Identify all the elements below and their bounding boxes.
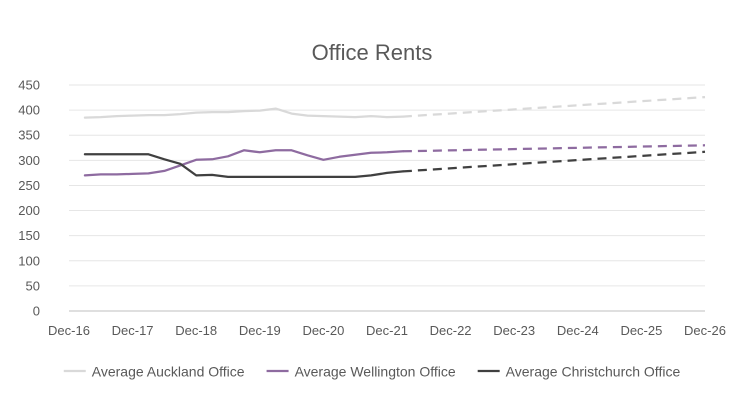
y-tick-label: 200	[18, 203, 40, 218]
y-tick-label: 100	[18, 253, 40, 268]
x-tick-label: Dec-21	[366, 323, 408, 338]
forecast-series-line	[402, 144, 706, 153]
legend-item: Average Auckland Office	[63, 364, 245, 380]
x-axis: Dec-16 Dec-17 Dec-18 Dec-19 Dec-20 Dec-21 Dec-…	[48, 323, 726, 338]
plot-area	[83, 95, 706, 179]
legend-label: Average Auckland Office	[92, 364, 245, 380]
x-tick-label: Dec-26	[684, 323, 726, 338]
series-line	[83, 149, 405, 177]
x-tick-label: Dec-23	[493, 323, 535, 338]
y-tick-label: 450	[18, 78, 40, 93]
y-tick-label: 250	[18, 178, 40, 193]
x-tick-label: Dec-19	[239, 323, 281, 338]
y-axis: 0 50 100 150 200 250 300 350 400 450	[18, 78, 40, 319]
legend: Average Auckland Office Average Wellingto…	[63, 364, 681, 380]
forecast-series-line	[402, 95, 706, 118]
legend-item: Average Christchurch Office	[477, 364, 681, 380]
legend-label: Average Wellington Office	[295, 364, 456, 380]
gridlines	[69, 84, 705, 312]
x-tick-label: Dec-22	[430, 323, 472, 338]
series-line	[83, 107, 405, 119]
legend-item: Average Wellington Office	[266, 364, 456, 380]
y-tick-label: 150	[18, 228, 40, 243]
x-tick-label: Dec-18	[175, 323, 217, 338]
legend-label: Average Christchurch Office	[506, 364, 681, 380]
y-tick-label: 50	[26, 278, 40, 293]
y-tick-label: 300	[18, 153, 40, 168]
y-tick-label: 400	[18, 103, 40, 118]
y-tick-label: 350	[18, 128, 40, 143]
series-line	[83, 153, 405, 179]
x-tick-label: Dec-17	[112, 323, 154, 338]
x-tick-label: Dec-16	[48, 323, 90, 338]
y-tick-label: 0	[33, 304, 40, 319]
forecast-series-line	[402, 150, 706, 173]
x-tick-label: Dec-24	[557, 323, 599, 338]
chart-title: Office Rents	[312, 40, 433, 65]
x-tick-label: Dec-20	[302, 323, 344, 338]
x-tick-label: Dec-25	[620, 323, 662, 338]
